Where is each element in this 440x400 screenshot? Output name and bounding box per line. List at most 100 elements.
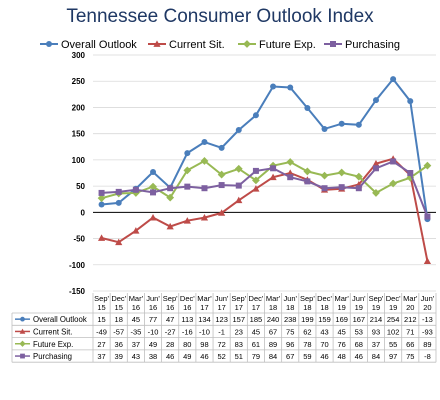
x-tick-label: 15 — [97, 303, 105, 312]
x-tick-label: 16 — [166, 303, 174, 312]
data-label: 157 — [233, 315, 246, 324]
x-tick-label: Dec' — [180, 294, 195, 303]
data-label: 199 — [301, 315, 314, 324]
data-table: Sep'15Dec'15Mar'16Jun'16Sep'16Dec'16Mar'… — [11, 293, 437, 363]
data-label: 214 — [370, 315, 383, 324]
data-label: 37 — [97, 352, 105, 361]
x-tick-label: Dec' — [386, 294, 401, 303]
data-point — [423, 161, 432, 170]
x-tick-label: Jun' — [352, 294, 366, 303]
legend: Overall Outlook Current Sit. Future Exp. Pu… — [40, 39, 400, 51]
data-point — [303, 167, 312, 176]
data-label: 46 — [320, 352, 328, 361]
data-point — [321, 125, 328, 132]
data-point — [201, 185, 208, 192]
data-point — [167, 185, 174, 192]
data-point — [287, 84, 294, 91]
data-label: 134 — [198, 315, 211, 324]
x-tick-label: 19 — [372, 303, 380, 312]
data-point — [270, 165, 277, 172]
data-label: 84 — [269, 352, 277, 361]
data-label: 98 — [200, 340, 208, 349]
data-label: 62 — [303, 327, 311, 336]
data-point — [115, 188, 122, 195]
data-label: 45 — [132, 315, 140, 324]
table-series-label: Purchasing — [33, 352, 72, 361]
x-tick-label: Jun' — [283, 294, 297, 303]
data-label: -13 — [422, 315, 433, 324]
x-tick-label: 16 — [132, 303, 140, 312]
data-point — [201, 139, 208, 146]
x-tick-label: 17 — [200, 303, 208, 312]
x-tick-label: 17 — [217, 303, 225, 312]
series-line — [101, 159, 428, 200]
data-point — [115, 238, 123, 246]
data-point — [390, 76, 397, 83]
data-point — [270, 83, 277, 90]
data-label: -57 — [113, 327, 124, 336]
data-label: 70 — [320, 340, 328, 349]
x-tick-label: Mar' — [266, 294, 281, 303]
data-label: 52 — [217, 352, 225, 361]
legend-label: Purchasing — [345, 39, 400, 51]
data-point — [183, 166, 192, 175]
data-point — [321, 185, 328, 192]
data-point — [149, 213, 157, 221]
data-point — [98, 189, 105, 196]
data-label: 68 — [355, 340, 363, 349]
data-label: 84 — [372, 352, 380, 361]
data-label: 185 — [250, 315, 263, 324]
legend-label: Current Sit. — [169, 39, 225, 51]
data-point — [372, 165, 379, 172]
y-tick-label: -150 — [69, 287, 86, 296]
x-tick-label: 18 — [320, 303, 328, 312]
data-point — [183, 217, 191, 224]
legend-marker — [153, 40, 161, 47]
data-label: 15 — [97, 315, 105, 324]
data-point — [132, 227, 140, 234]
data-label: 75 — [406, 352, 414, 361]
data-label: 83 — [235, 340, 243, 349]
data-label: 254 — [387, 315, 400, 324]
table-series-label: Current Sit. — [33, 327, 72, 336]
legend-label: Overall Outlook — [61, 39, 137, 51]
y-tick-label: 200 — [72, 103, 86, 112]
data-point — [252, 112, 259, 119]
data-label: 75 — [286, 327, 294, 336]
table-legend-marker — [19, 340, 26, 347]
data-point — [115, 199, 122, 206]
x-tick-label: Mar' — [129, 294, 144, 303]
x-tick-label: Jun' — [421, 294, 435, 303]
data-point — [337, 168, 346, 177]
x-tick-label: Mar' — [334, 294, 349, 303]
data-label: -8 — [424, 352, 431, 361]
data-label: -1 — [218, 327, 225, 336]
legend-marker — [330, 41, 336, 47]
data-point — [252, 167, 259, 174]
y-tick-label: 150 — [72, 130, 86, 139]
table-legend-marker — [19, 328, 26, 334]
data-point — [184, 150, 191, 157]
data-point — [304, 178, 311, 185]
data-label: 48 — [338, 352, 346, 361]
data-label: 23 — [235, 327, 243, 336]
data-label: 45 — [338, 327, 346, 336]
data-point — [235, 182, 242, 189]
data-label: -49 — [96, 327, 107, 336]
data-point — [149, 182, 157, 191]
table-legend-marker — [20, 316, 25, 322]
legend-marker — [243, 40, 251, 48]
data-point — [390, 158, 397, 165]
data-label: 28 — [166, 340, 174, 349]
x-tick-label: 15 — [115, 303, 123, 312]
x-tick-label: 20 — [406, 303, 414, 312]
data-label: 66 — [406, 340, 414, 349]
x-tick-label: Jun' — [215, 294, 229, 303]
series-line — [101, 77, 429, 220]
data-point — [389, 179, 398, 188]
data-label: 169 — [335, 315, 348, 324]
data-point — [252, 176, 260, 185]
x-tick-label: 18 — [303, 303, 311, 312]
data-point — [407, 170, 414, 176]
